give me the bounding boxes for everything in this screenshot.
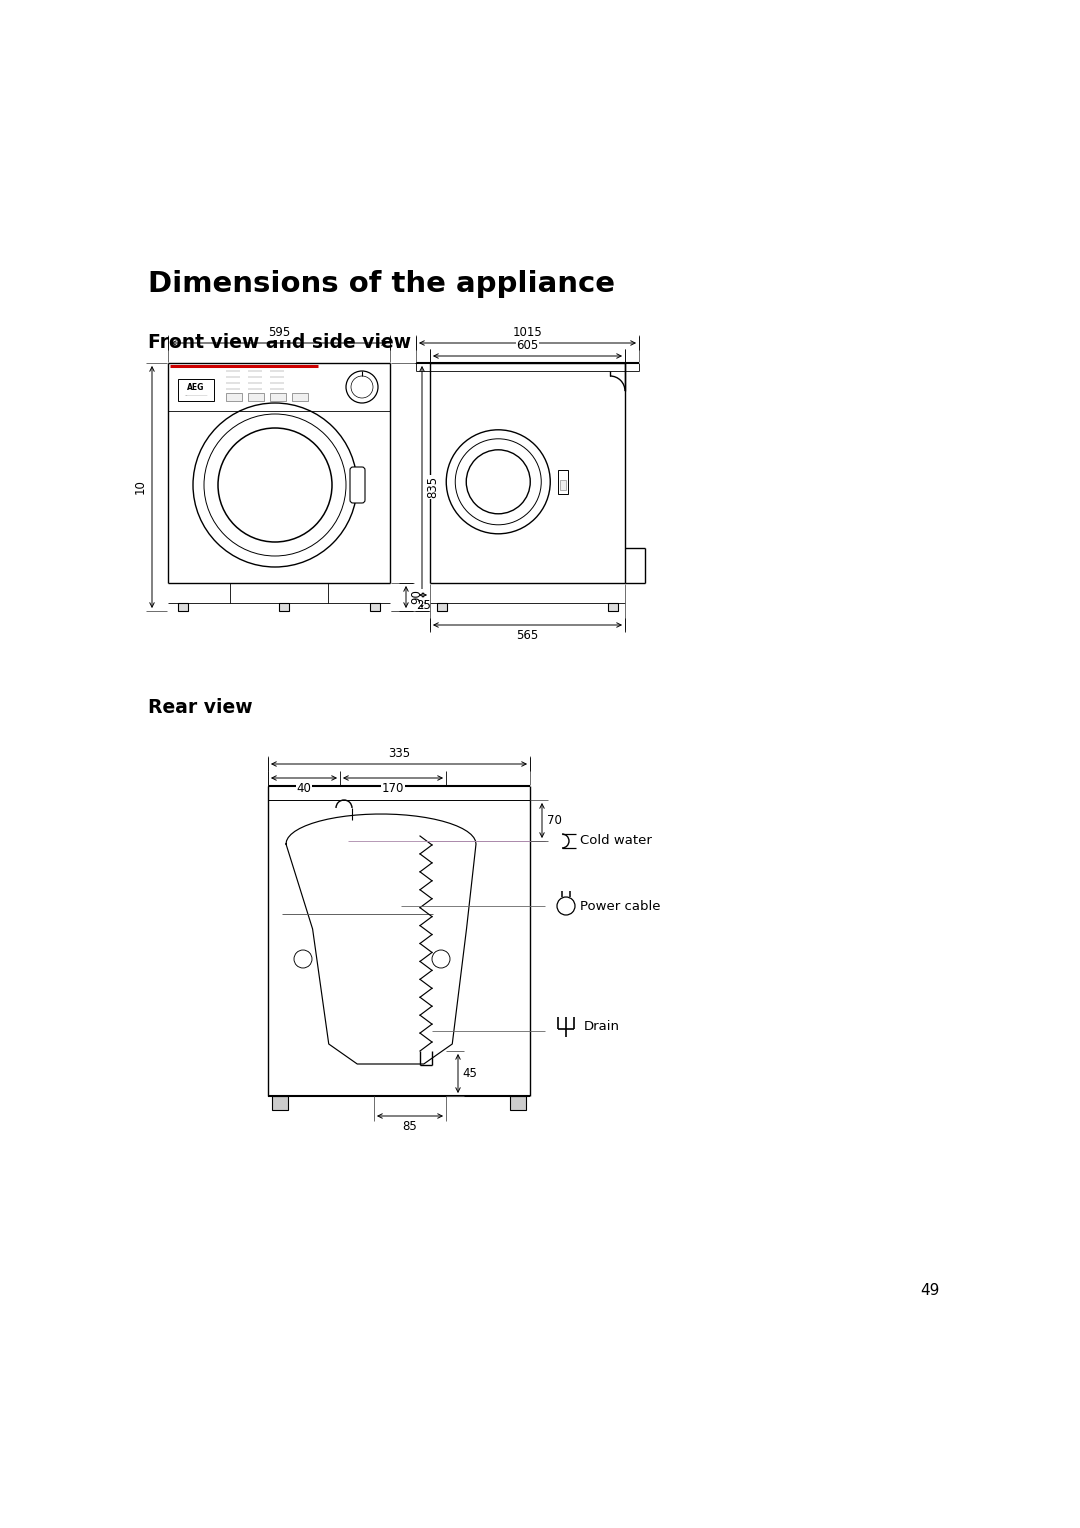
- Text: Power cable: Power cable: [580, 900, 661, 912]
- Bar: [608, 604, 618, 611]
- Text: 70: 70: [546, 814, 562, 827]
- Text: 90: 90: [410, 590, 423, 605]
- Text: 45: 45: [462, 1067, 477, 1080]
- Text: 170: 170: [382, 782, 404, 795]
- Bar: [437, 604, 447, 611]
- Text: 40: 40: [297, 782, 311, 795]
- Text: 25: 25: [416, 599, 431, 613]
- Bar: [178, 604, 188, 611]
- Bar: [178, 379, 214, 400]
- Bar: [292, 393, 308, 400]
- Text: Dimensions of the appliance: Dimensions of the appliance: [148, 270, 615, 298]
- Bar: [510, 1096, 526, 1109]
- Bar: [370, 604, 380, 611]
- Text: 335: 335: [388, 747, 410, 759]
- Bar: [270, 393, 286, 400]
- Bar: [248, 393, 264, 400]
- Text: Front view and side view: Front view and side view: [148, 333, 411, 351]
- Text: 10: 10: [134, 480, 147, 495]
- Text: Rear view: Rear view: [148, 698, 253, 717]
- Bar: [226, 393, 242, 400]
- FancyBboxPatch shape: [350, 468, 365, 503]
- Text: 595: 595: [268, 325, 291, 339]
- Text: Cold water: Cold water: [580, 834, 652, 848]
- Text: 565: 565: [516, 630, 539, 642]
- Bar: [557, 469, 568, 494]
- Text: 49: 49: [920, 1284, 940, 1297]
- Text: ___________: ___________: [185, 393, 207, 396]
- Text: Drain: Drain: [584, 1021, 620, 1033]
- Text: 835: 835: [426, 475, 438, 498]
- Bar: [279, 604, 289, 611]
- Bar: [559, 480, 566, 490]
- Text: AEG: AEG: [187, 384, 205, 393]
- Bar: [272, 1096, 288, 1109]
- Text: 605: 605: [516, 339, 539, 351]
- Text: 1015: 1015: [513, 325, 542, 339]
- Text: 85: 85: [403, 1120, 417, 1132]
